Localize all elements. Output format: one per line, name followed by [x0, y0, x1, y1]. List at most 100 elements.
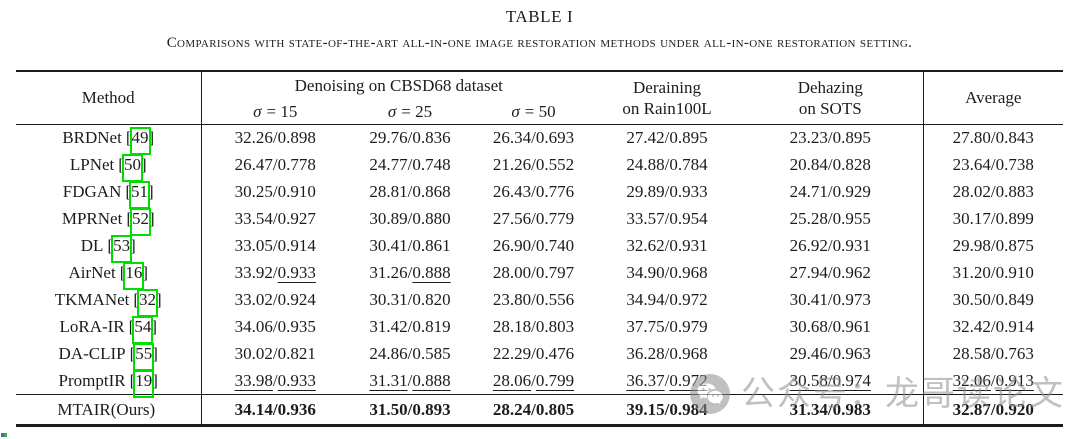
slash-separator: /	[407, 370, 413, 390]
result-cell: 33.98/0.933	[201, 368, 349, 395]
slash-separator: /	[990, 182, 996, 201]
psnr-value: 27.56	[492, 209, 532, 228]
result-cell: 30.02/0.821	[201, 341, 349, 368]
method-cell: MTAIR(Ours)	[16, 394, 202, 426]
ssim-value: 0.924	[277, 290, 316, 309]
ssim-value: 0.962	[832, 263, 871, 282]
result-cell: 28.24/0.805	[471, 395, 596, 426]
slash-separator: /	[407, 344, 413, 363]
psnr-value: 34.14	[234, 399, 273, 419]
table-caption: TABLE I Comparisons with state-of-the-ar…	[0, 7, 1079, 52]
psnr-value: 26.47	[234, 155, 273, 174]
result-cell: 36.37/0.972	[596, 368, 738, 395]
slash-separator: /	[531, 399, 536, 419]
psnr-value: 30.58	[789, 370, 828, 390]
citation-link[interactable]: [19]	[129, 369, 158, 398]
result-cell: 31.26/0.888	[349, 260, 471, 287]
result-cell: 29.89/0.933	[596, 179, 738, 206]
psnr-value: 33.92	[234, 263, 273, 282]
result-cell: 26.34/0.693	[471, 125, 596, 152]
slash-separator: /	[990, 399, 996, 419]
ssim-value: 0.933	[277, 263, 316, 282]
citation-link[interactable]: [53]	[107, 235, 136, 263]
psnr-value: 30.31	[369, 290, 408, 309]
method-name: BRDNet	[62, 128, 122, 148]
slash-separator: /	[990, 263, 996, 282]
psnr-value: 24.88	[626, 155, 665, 174]
result-cell: 27.56/0.779	[471, 206, 596, 233]
slash-separator: /	[827, 370, 833, 390]
result-cell: 28.06/0.799	[471, 368, 596, 395]
slash-separator: /	[827, 209, 833, 228]
result-cell: 31.20/0.910	[922, 259, 1064, 287]
psnr-value: 31.31	[369, 370, 408, 390]
result-cell: 23.64/0.738	[922, 151, 1064, 179]
citation-number: 53	[111, 235, 133, 263]
psnr-value: 34.94	[626, 290, 665, 309]
slash-separator: /	[827, 317, 833, 336]
ssim-value: 0.955	[832, 209, 871, 228]
ssim-value: 0.476	[535, 344, 575, 363]
table-row: AirNet [16] 33.92/0.933 31.26/0.888 28.00/0.…	[16, 259, 1064, 290]
slash-separator: /	[664, 155, 670, 174]
citation-link[interactable]: [50]	[118, 154, 147, 182]
method-cell: LoRA-IR [54]	[16, 313, 202, 344]
slash-separator: /	[531, 182, 536, 201]
slash-separator: /	[272, 263, 278, 282]
ssim-value: 0.927	[277, 209, 316, 228]
psnr-value: 30.41	[369, 236, 408, 255]
slash-separator: /	[664, 209, 670, 228]
psnr-value: 29.76	[369, 128, 408, 148]
result-cell: 37.75/0.979	[596, 314, 738, 341]
citation-link[interactable]: [51]	[125, 181, 154, 209]
psnr-value: 26.90	[492, 236, 532, 255]
slash-separator: /	[827, 399, 833, 419]
table-row: TKMANet [32] 33.02/0.924 30.31/0.820 23.80/0…	[16, 286, 1064, 317]
citation-link[interactable]: [52]	[126, 208, 155, 236]
slash-separator: /	[407, 236, 413, 255]
citation-link[interactable]: [55]	[129, 343, 158, 371]
ssim-value: 0.972	[669, 370, 708, 390]
result-cell: 32.06/0.913	[922, 367, 1064, 395]
citation-link[interactable]: [32]	[133, 289, 162, 317]
ssim-value: 0.776	[535, 182, 575, 201]
table-row: LoRA-IR [54] 34.06/0.935 31.42/0.819 28.18/0…	[16, 313, 1064, 344]
ssim-value: 0.738	[995, 155, 1034, 174]
result-cell: 36.28/0.968	[596, 341, 738, 368]
slash-separator: /	[827, 128, 833, 148]
slash-separator: /	[407, 317, 413, 336]
citation-number: 50	[121, 154, 143, 182]
citation-link[interactable]: [54]	[128, 316, 157, 344]
psnr-value: 29.46	[789, 344, 828, 363]
ssim-value: 0.861	[412, 236, 451, 255]
result-cell: 39.15/0.984	[596, 395, 738, 426]
result-cell: 28.02/0.883	[922, 178, 1064, 206]
result-cell: 30.68/0.961	[738, 314, 923, 341]
method-name: MTAIR(Ours)	[57, 399, 156, 419]
col-header-dehazing: Dehazing on SOTS	[738, 71, 924, 125]
result-cell: 30.50/0.849	[922, 286, 1064, 314]
psnr-value: 30.17	[952, 209, 991, 228]
citation-link[interactable]: [16]	[119, 262, 149, 290]
citation-number: 16	[123, 262, 145, 290]
slash-separator: /	[664, 263, 670, 282]
result-cell: 22.29/0.476	[471, 341, 596, 368]
ssim-value: 0.979	[669, 317, 708, 336]
ssim-value: 0.778	[277, 155, 316, 174]
slash-separator: /	[531, 263, 536, 282]
citation-number: 54	[132, 316, 154, 344]
psnr-value: 26.34	[492, 128, 532, 148]
citation-number: 49	[129, 127, 151, 156]
citation-link[interactable]: [49]	[125, 127, 155, 156]
table-caption-number: TABLE I	[505, 7, 574, 26]
col-header-method: Method	[16, 71, 202, 125]
result-cell: 23.80/0.556	[471, 287, 596, 314]
result-cell: 31.42/0.819	[349, 314, 471, 341]
ssim-value: 0.933	[277, 370, 316, 390]
slash-separator: /	[531, 236, 536, 255]
psnr-value: 31.50	[369, 399, 408, 419]
ssim-value: 0.968	[669, 344, 708, 363]
table-row: DL [53] 33.05/0.914 30.41/0.861 26.90/0.740 3…	[16, 232, 1064, 263]
result-cell: 24.88/0.784	[596, 152, 738, 179]
psnr-value: 31.26	[369, 263, 408, 282]
